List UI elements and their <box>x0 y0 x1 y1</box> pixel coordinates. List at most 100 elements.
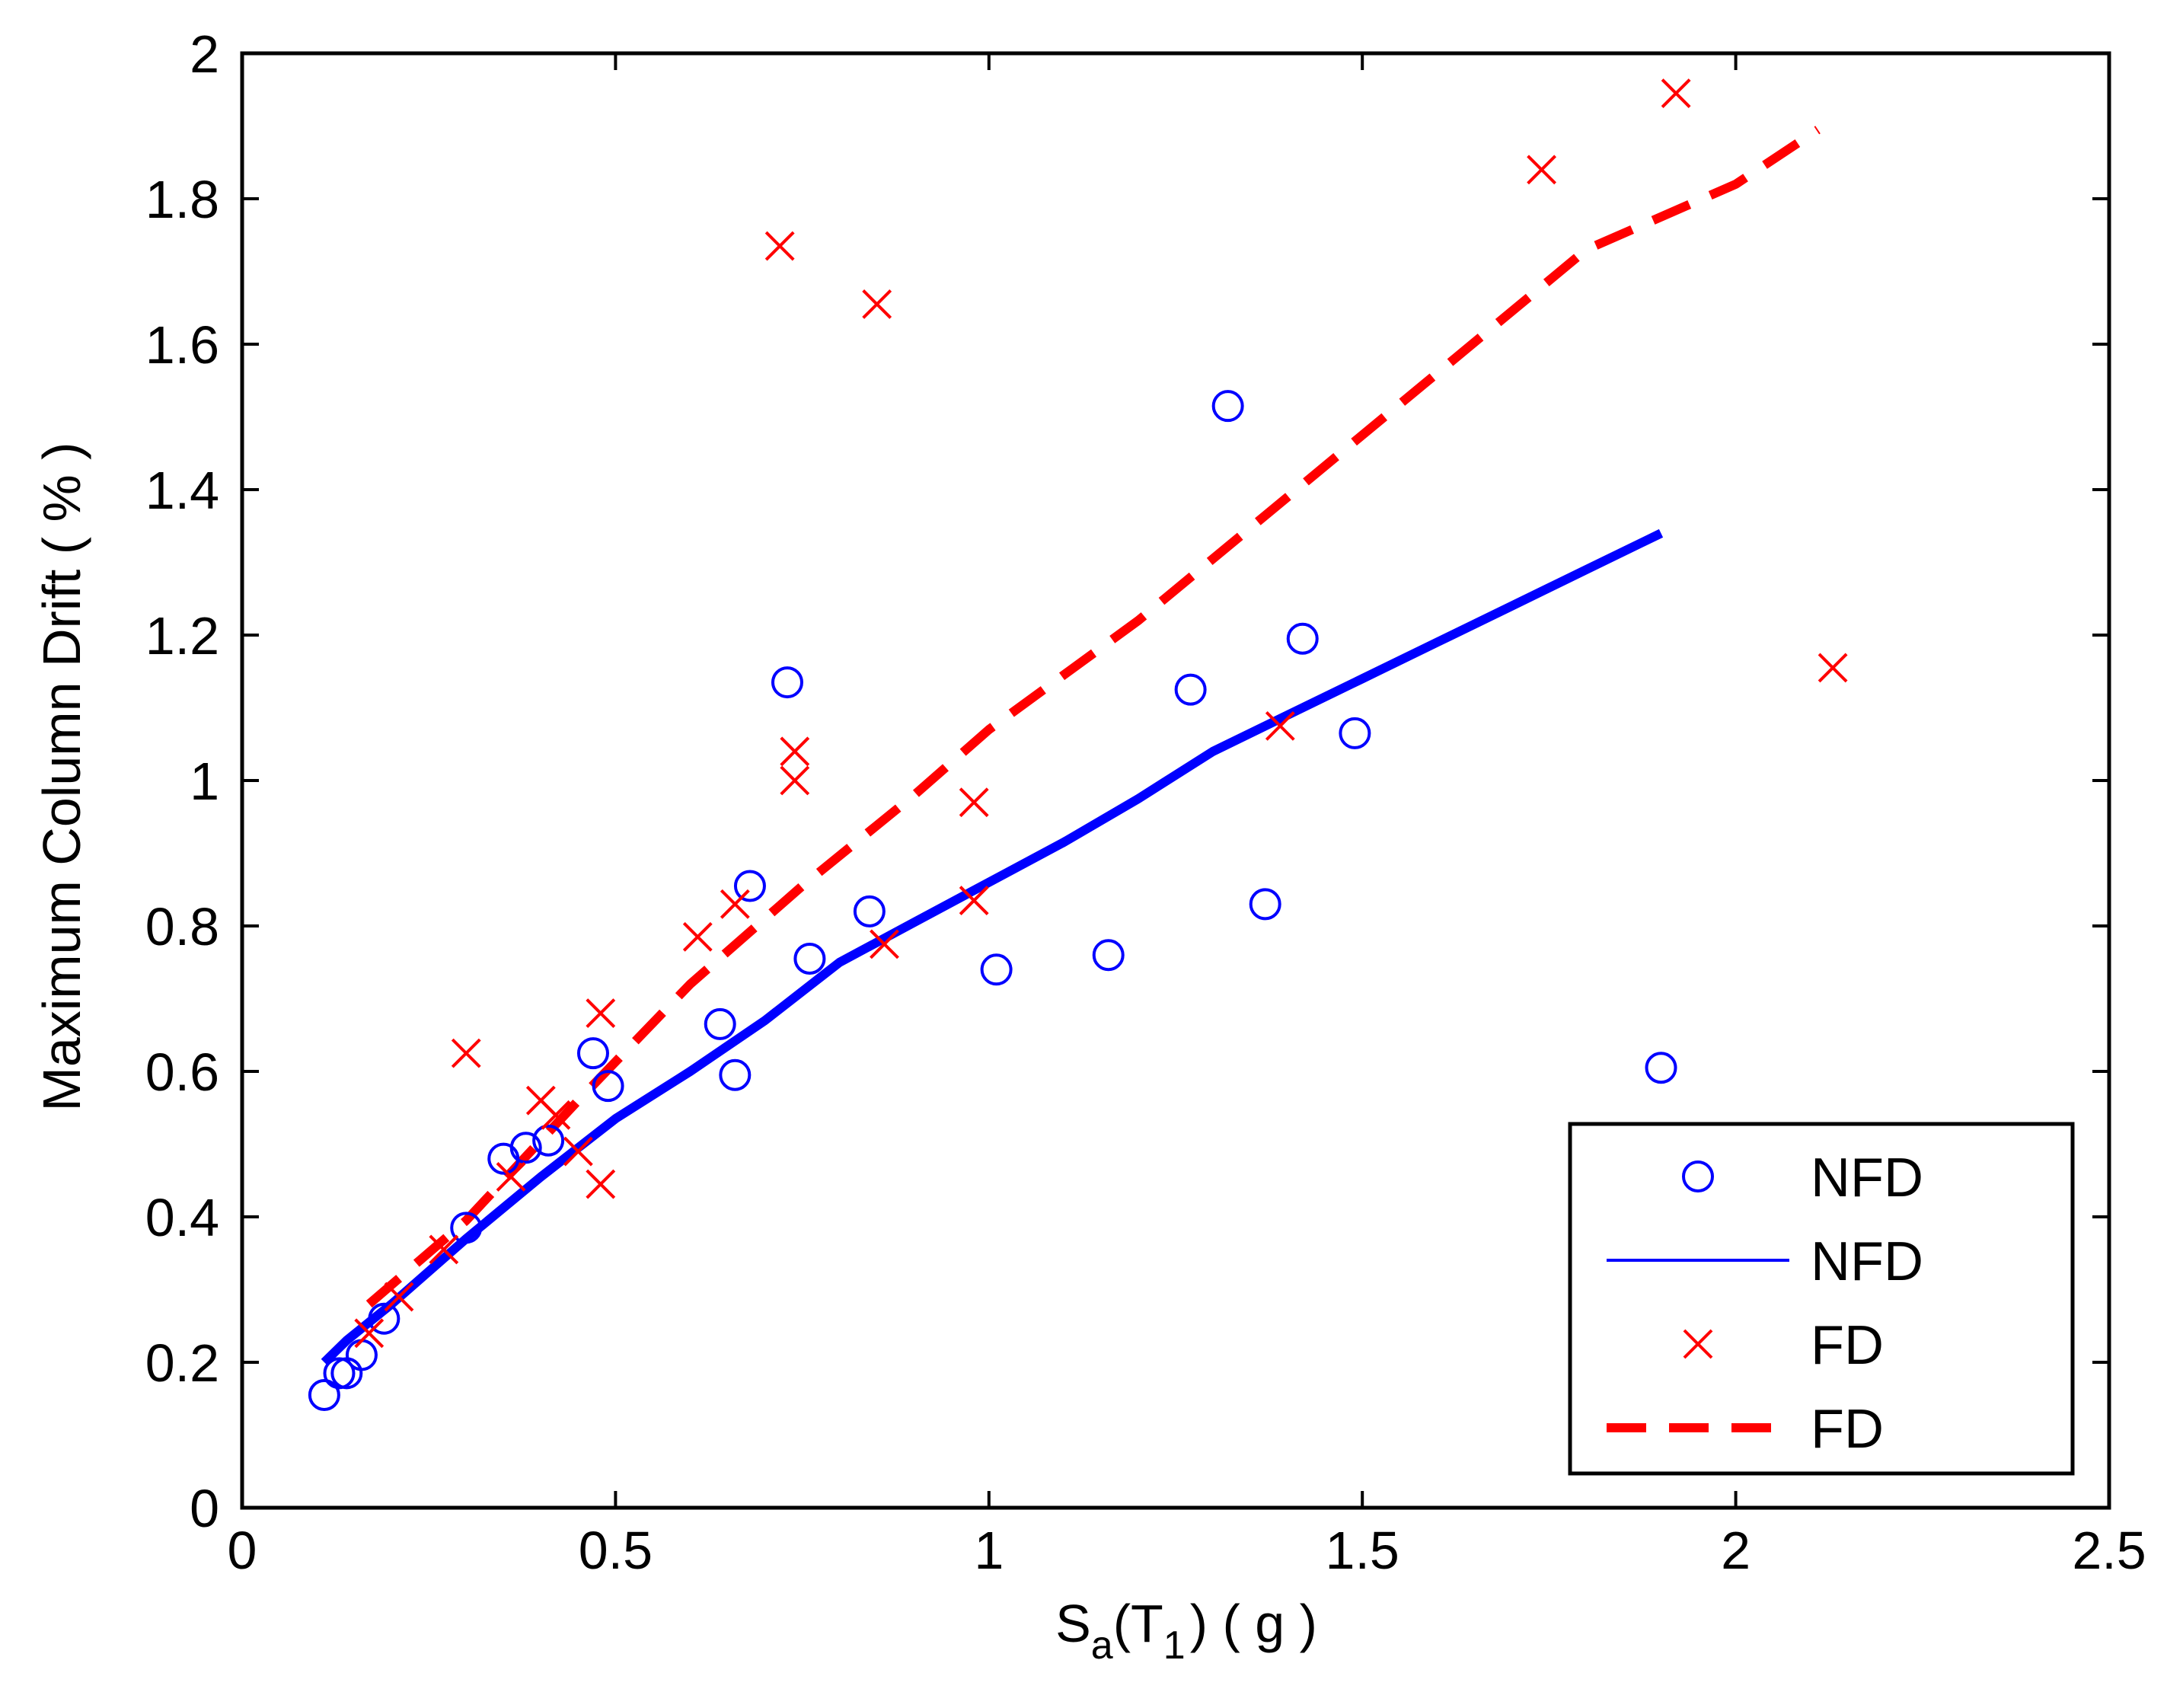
data-point-nfd <box>323 1357 356 1390</box>
x-marker-stroke <box>384 1282 414 1312</box>
data-point-fd <box>1265 710 1295 741</box>
data-point-fd <box>563 1136 593 1167</box>
x-marker-stroke <box>959 886 989 915</box>
x-marker-stroke <box>496 1162 526 1192</box>
legend-entry-nfd-markers: NFD <box>1682 1148 1923 1208</box>
data-point-nfd <box>576 1037 609 1070</box>
x-marker-stroke <box>429 1234 459 1265</box>
legend-entry-nfd-line: NFD <box>1607 1231 1923 1292</box>
x-marker-stroke <box>525 1085 556 1116</box>
data-point-nfd <box>1174 673 1207 706</box>
y-tick-label: 0.6 <box>145 1042 219 1102</box>
data-point-nfd <box>509 1132 542 1164</box>
data-point-nfd <box>771 666 803 699</box>
legend: NFD NFD FD FD <box>1568 1122 2075 1476</box>
legend-entry-fd-markers: FD <box>1683 1315 1884 1376</box>
y-tick-label: 1.4 <box>145 461 219 520</box>
y-tick-label: 2 <box>190 24 219 84</box>
x-tick-label: 0 <box>228 1521 257 1580</box>
data-point-nfd <box>980 953 1013 986</box>
x-marker-stroke <box>780 765 810 796</box>
x-marker-stroke <box>586 998 616 1029</box>
x-tick-label: 2 <box>1721 1521 1751 1580</box>
data-point-fd <box>541 1100 571 1130</box>
x-marker-stroke <box>1265 710 1295 741</box>
data-point-fd <box>496 1162 526 1192</box>
data-point-nfd <box>1645 1052 1677 1084</box>
x-marker-stroke <box>1818 653 1848 683</box>
data-point-fd <box>720 889 750 919</box>
legend-label: FD <box>1811 1315 1884 1376</box>
data-point-nfd <box>1286 622 1319 655</box>
x-axis-label-main: S <box>1055 1594 1091 1653</box>
x-marker-stroke <box>1683 1329 1713 1359</box>
data-point-nfd <box>733 870 766 902</box>
x-axis-label-rest: ) ( g ) <box>1190 1594 1317 1653</box>
data-point-nfd <box>1339 717 1371 749</box>
series-line-fd-dashed <box>365 126 1821 1308</box>
series-line-nfd-solid <box>321 528 1664 1366</box>
data-point-fd <box>586 998 616 1029</box>
x-marker-stroke <box>764 231 795 261</box>
data-point-nfd <box>592 1070 624 1103</box>
y-tick-label: 1 <box>190 752 219 811</box>
data-point-fd <box>764 231 795 261</box>
y-tick-label: 0.8 <box>145 897 219 956</box>
data-point-fd <box>1527 155 1557 185</box>
data-point-fd <box>870 929 899 959</box>
legend-entry-fd-line: FD <box>1607 1399 1884 1460</box>
x-marker-stroke <box>682 921 713 952</box>
y-tick-label: 0.4 <box>145 1188 219 1247</box>
x-marker-stroke <box>541 1100 571 1130</box>
legend-label: NFD <box>1811 1231 1923 1292</box>
legend-label: NFD <box>1811 1148 1923 1208</box>
legend-label: FD <box>1811 1399 1884 1460</box>
data-point-nfd <box>1092 939 1125 972</box>
x-marker-stroke <box>870 929 899 959</box>
y-tick-label: 0.2 <box>145 1333 219 1393</box>
data-point-nfd <box>793 942 826 975</box>
x-tick-label: 0.5 <box>579 1521 653 1580</box>
x-marker-stroke <box>586 1169 616 1199</box>
data-point-fd <box>862 289 892 319</box>
data-point-fd <box>780 736 810 767</box>
y-tick-label: 1.2 <box>145 606 219 666</box>
x-tick-label: 1.5 <box>1326 1521 1399 1580</box>
x-marker-stroke <box>563 1136 593 1167</box>
x-axis-label-sub2: 1 <box>1163 1623 1186 1668</box>
data-point-nfd <box>1211 390 1244 423</box>
x-tick-label: 2.5 <box>2072 1521 2146 1580</box>
x-marker-stroke <box>1661 78 1691 108</box>
data-point-fd <box>959 886 989 915</box>
x-marker-stroke <box>862 289 892 319</box>
x-tick-label: 1 <box>974 1521 1004 1580</box>
data-point-nfd <box>308 1378 340 1411</box>
data-point-nfd <box>368 1302 401 1335</box>
x-axis-label-paren: (T <box>1113 1594 1163 1653</box>
x-axis-label: Sa(T1) ( g ) <box>1055 1594 1317 1668</box>
x-marker-stroke <box>1527 155 1557 185</box>
data-point-nfd <box>719 1058 752 1091</box>
y-tick-label: 1.8 <box>145 170 219 229</box>
data-point-fd <box>384 1282 414 1312</box>
data-point-nfd <box>853 895 886 927</box>
legend-x-icon <box>1683 1329 1713 1359</box>
data-point-fd <box>780 765 810 796</box>
y-tick-label: 1.6 <box>145 315 219 375</box>
data-point-nfd <box>1249 888 1281 921</box>
data-point-fd <box>682 921 713 952</box>
data-point-nfd <box>704 1007 736 1040</box>
x-marker-stroke <box>780 736 810 767</box>
data-point-fd <box>1661 78 1691 108</box>
data-point-fd <box>586 1169 616 1199</box>
data-point-fd <box>451 1038 481 1068</box>
x-marker-stroke <box>720 889 750 919</box>
data-point-fd <box>354 1318 385 1349</box>
y-axis-label: Maximum Column Drift ( % ) <box>32 442 91 1112</box>
legend-box <box>1568 1122 2075 1476</box>
x-axis-label-sub: a <box>1091 1623 1113 1668</box>
legend-circle-icon <box>1682 1160 1714 1192</box>
data-point-fd <box>1818 653 1848 683</box>
x-marker-stroke <box>354 1318 385 1349</box>
